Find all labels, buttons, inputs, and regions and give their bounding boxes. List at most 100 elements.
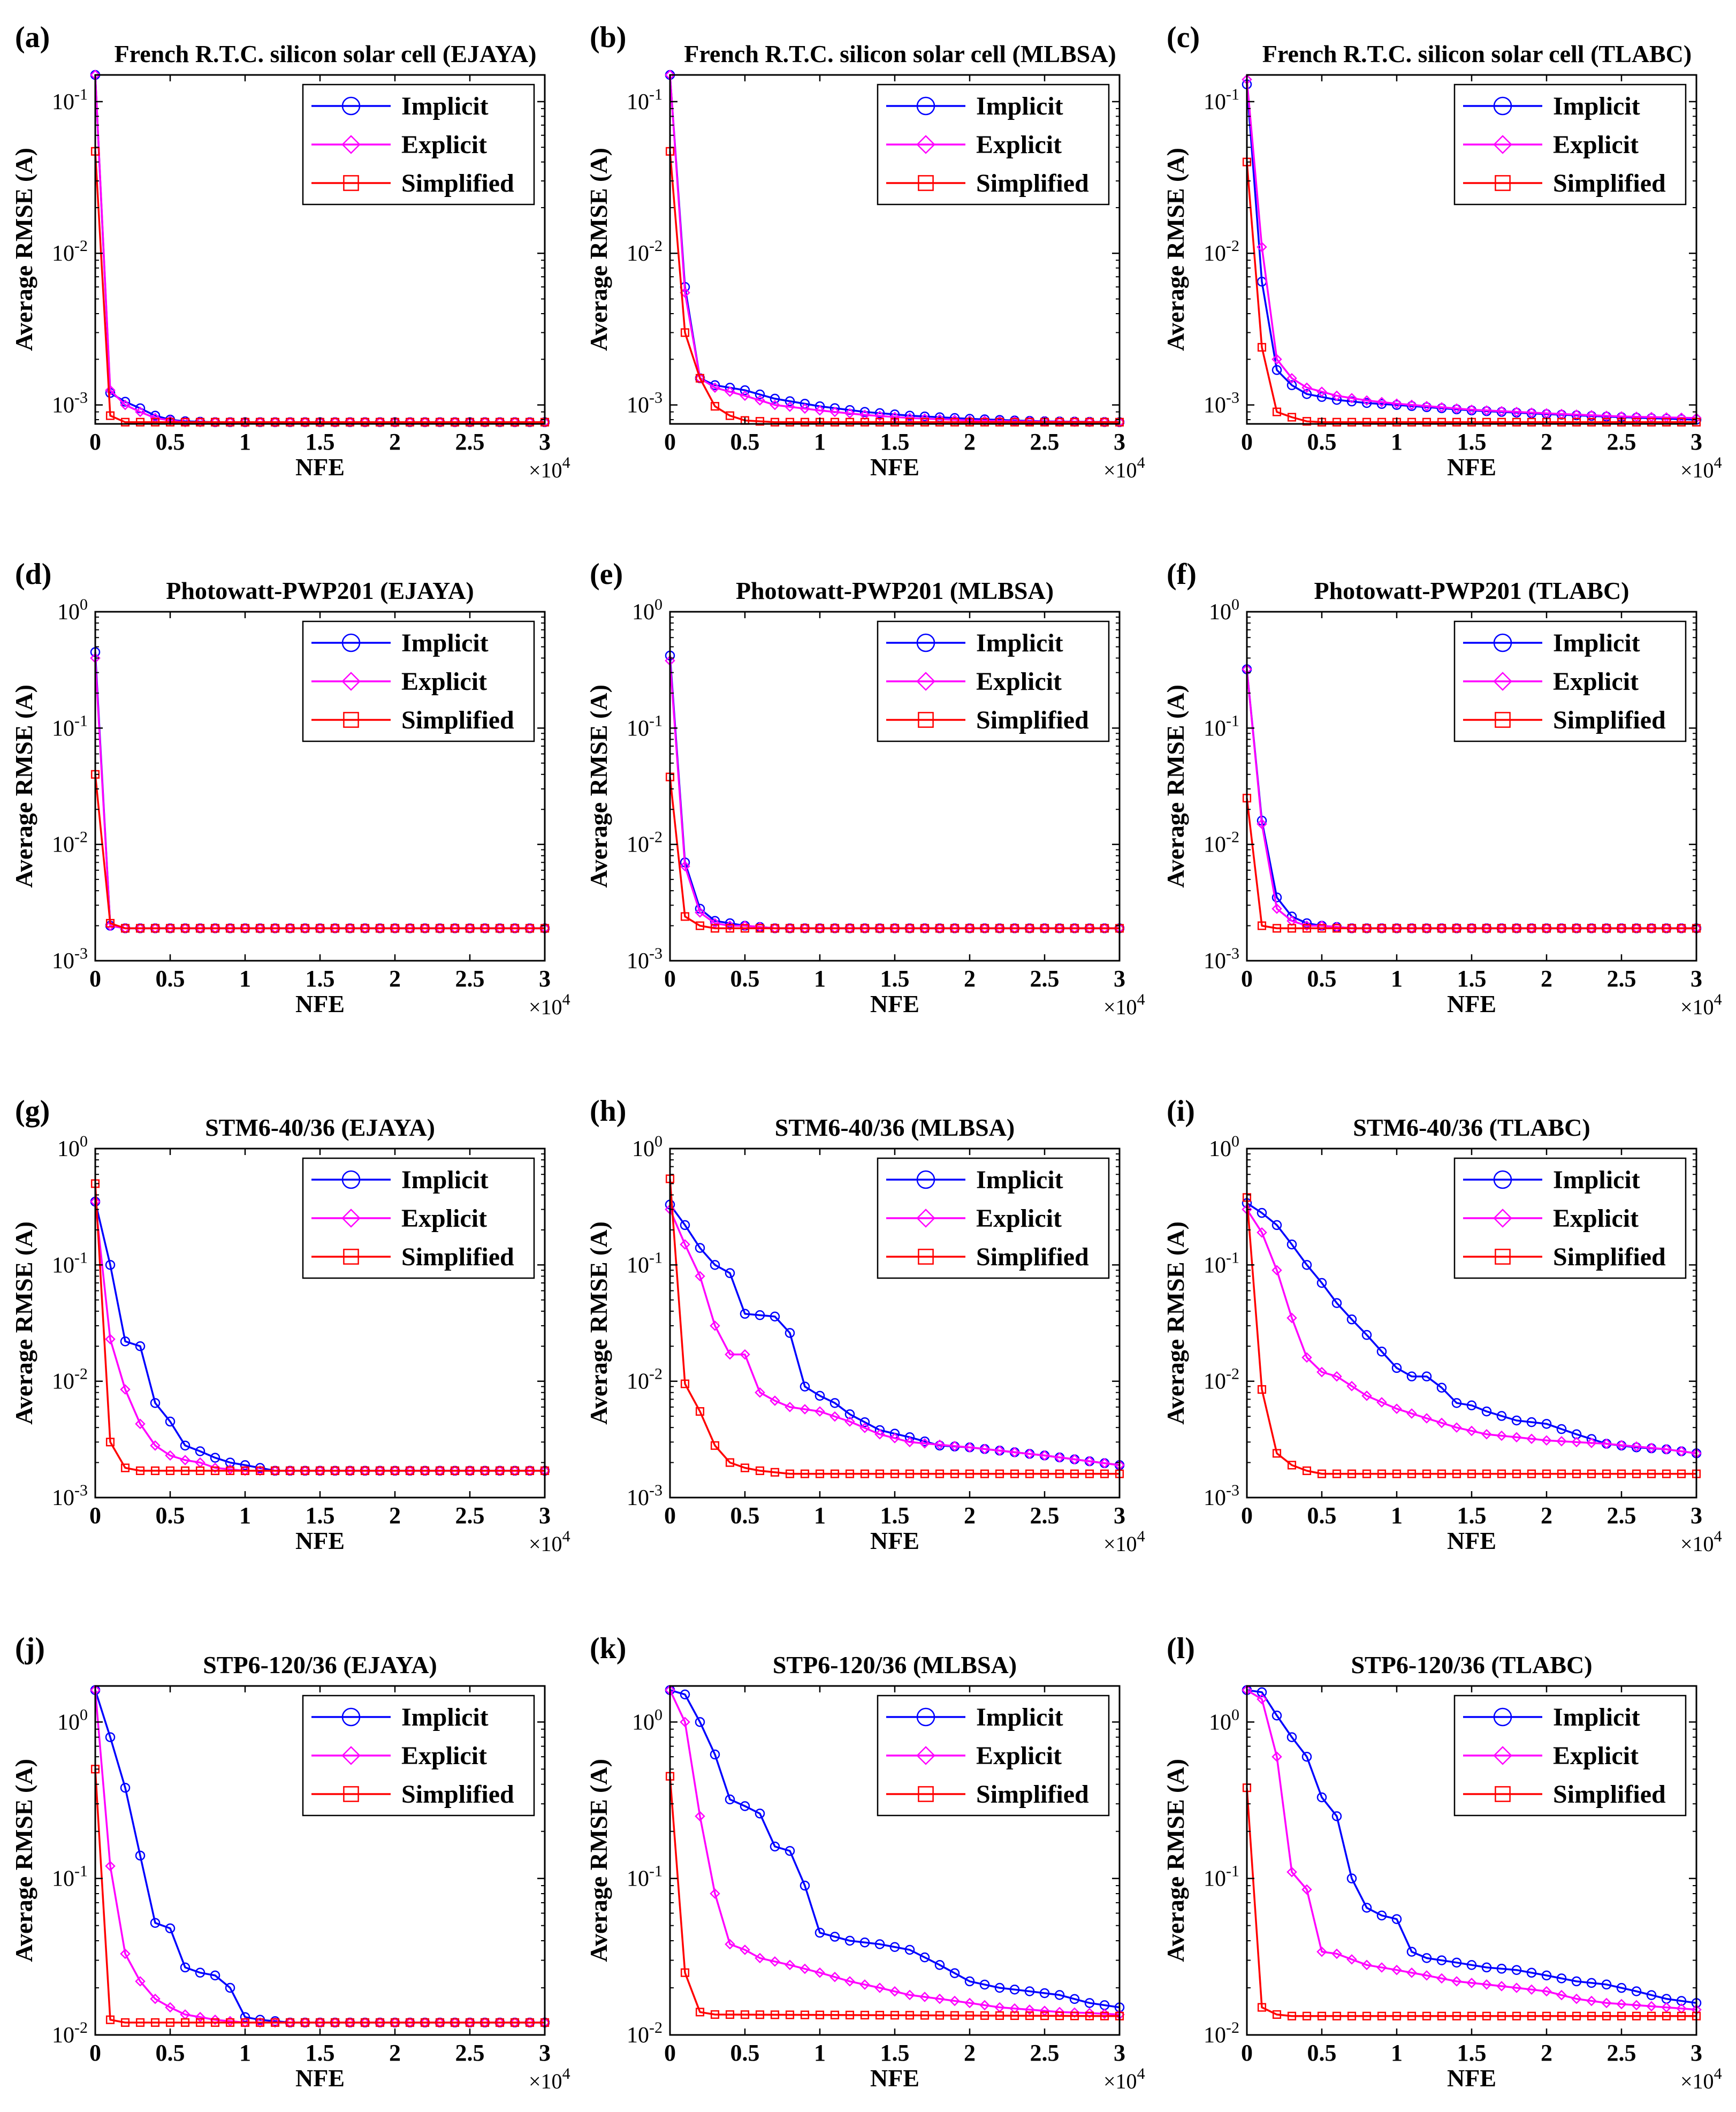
data-point [1347,924,1357,933]
data-point [1257,818,1267,830]
data-point [800,403,810,414]
data-point [1496,1964,1507,1974]
data-point [1527,924,1536,933]
data-point [1391,1964,1402,1976]
data-point [1286,380,1297,390]
data-point [240,2012,250,2022]
data-point [135,1850,146,1861]
y-tick-exp: -3 [649,389,663,407]
y-axis-label: Average RMSE (A) [585,1759,612,1962]
data-point [1511,1982,1522,1993]
series-simplified [665,772,1124,933]
legend-marker-explicit [1493,672,1512,691]
data-point [1331,1811,1342,1821]
data-point [240,1460,250,1470]
legend: Implicit Explicit Simplified [877,83,1110,206]
data-point [1451,403,1462,414]
data-point [1437,417,1446,427]
data-point [949,1968,960,1978]
legend-label-explicit: Explicit [1553,1204,1639,1233]
data-point [874,1939,885,1949]
data-point [450,924,460,933]
x-tick-label: 0.5 [1307,429,1337,455]
data-point [815,2010,825,2019]
data-point [135,1466,145,1475]
data-point [695,374,705,383]
data-point [225,2016,235,2027]
y-axis-label: Average RMSE (A) [1162,1759,1189,1962]
series-simplified [665,1174,1124,1478]
data-point [994,1982,1005,1993]
data-point [740,1944,750,1955]
x-tick-label: 1 [814,966,826,992]
data-point [1527,1469,1536,1478]
y-tick-base: 10 [52,241,74,266]
data-point [979,1444,990,1455]
data-point [1055,924,1064,933]
data-point [695,1407,705,1416]
x-tick-label: 0 [1241,2040,1253,2066]
data-point [1376,1397,1387,1408]
data-point [1271,903,1282,914]
data-point [1316,1792,1327,1803]
data-point [770,1311,780,1322]
data-point [965,924,974,933]
data-point [330,1466,340,1475]
data-point [860,417,870,427]
y-tick-exp: -3 [74,945,88,962]
data-point [180,417,190,427]
data-point [360,2018,370,2027]
data-point [755,389,765,400]
legend-marker-simplified [918,1786,934,1802]
data-point [1452,417,1461,427]
data-point [180,2018,190,2027]
x-axis-label: NFE [870,453,919,481]
legend: Implicit Explicit Simplified [877,1695,1110,1817]
data-point [135,417,145,427]
data-point [225,1466,235,1475]
data-point [270,1466,280,1475]
data-point [1617,924,1626,933]
data-point [755,1387,765,1398]
data-point [755,924,765,933]
x-tick-label: 0.5 [156,429,185,455]
data-point [904,1437,915,1448]
data-point [949,1995,960,2007]
data-point [1677,417,1686,427]
x-multiplier-exp: 4 [1714,991,1722,1008]
x-tick-label: 2.5 [1030,2040,1060,2066]
x-tick-label: 2.5 [1607,2040,1636,2066]
data-point [1301,1352,1312,1363]
data-point [1571,1437,1582,1448]
x-tick-label: 0.5 [730,2040,760,2066]
data-point [1392,1469,1402,1478]
y-tick-exp: -1 [1226,86,1239,103]
x-tick-label: 3 [1114,1502,1125,1529]
data-point [1541,1435,1552,1446]
x-tick-label: 2.5 [455,1502,485,1529]
data-point [995,2011,1004,2020]
y-tick-base: 10 [1204,1253,1226,1278]
data-point [1421,400,1432,412]
data-point [210,1462,220,1473]
data-point [180,1466,190,1475]
data-point [919,1992,930,2002]
data-point [1100,1469,1109,1478]
y-tick-exp: -3 [1226,389,1239,407]
data-point [1085,1469,1094,1478]
y-tick-exp: -2 [74,1365,88,1383]
data-point [1054,1452,1065,1463]
legend-marker-implicit [1493,1170,1512,1189]
data-point [1677,2011,1686,2020]
data-point [1422,924,1432,933]
data-point [770,1841,780,1852]
y-tick-label: 10-1 [1204,712,1239,741]
y-tick-label: 10-3 [1204,1482,1239,1510]
data-point [1437,924,1446,933]
data-point [510,1466,520,1475]
x-tick-label: 1.5 [306,2040,335,2066]
data-point [1376,397,1387,407]
data-point [1301,389,1312,399]
data-point [330,2018,340,2027]
y-tick-exp: -1 [649,1863,663,1880]
